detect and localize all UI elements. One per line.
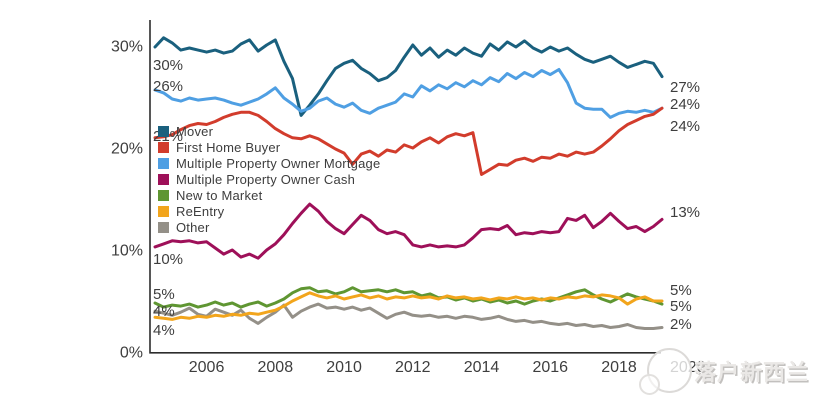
end-value-label: 5% bbox=[670, 298, 692, 315]
series-line-new-to-market bbox=[153, 286, 664, 309]
y-tick-label: 20% bbox=[111, 141, 143, 158]
legend-item-first-home-buyer: First Home Buyer bbox=[158, 139, 380, 155]
legend-item-other: Other bbox=[158, 219, 380, 235]
watermark-logo-small-circle-icon bbox=[639, 374, 660, 395]
watermark-text: 落户新西兰 bbox=[694, 360, 810, 385]
legend: Mover First Home Buyer Multiple Property… bbox=[158, 123, 380, 235]
series-lines bbox=[153, 36, 664, 330]
legend-label-other: Other bbox=[176, 219, 210, 235]
end-value-label: 27% bbox=[670, 79, 700, 96]
legend-swatch-mover bbox=[158, 125, 169, 137]
x-axis-tick-labels: 20062008201020122014201620182020 bbox=[189, 359, 706, 376]
start-value-label: 4% bbox=[153, 303, 175, 320]
legend-swatch-other bbox=[158, 221, 169, 233]
series-line-mover bbox=[153, 36, 664, 117]
x-tick-label: 2016 bbox=[532, 359, 568, 376]
start-value-label: 26% bbox=[153, 78, 183, 95]
legend-label-first-home-buyer: First Home Buyer bbox=[176, 139, 281, 155]
watermark: 落户新西兰 bbox=[639, 347, 818, 397]
start-value-label: 4% bbox=[153, 322, 175, 339]
legend-item-reentry: ReEntry bbox=[158, 203, 380, 219]
legend-item-mpo-mortgage: Multiple Property Owner Mortgage bbox=[158, 155, 380, 171]
legend-label-reentry: ReEntry bbox=[176, 203, 225, 219]
series-line-other bbox=[153, 302, 664, 330]
x-tick-label: 2008 bbox=[258, 359, 294, 376]
legend-label-mpo-cash: Multiple Property Owner Cash bbox=[176, 171, 355, 187]
legend-swatch-reentry bbox=[158, 205, 169, 217]
y-tick-label: 10% bbox=[111, 243, 143, 260]
legend-item-mpo-cash: Multiple Property Owner Cash bbox=[158, 171, 380, 187]
legend-swatch-new-to-market bbox=[158, 189, 169, 201]
series-line-reentry bbox=[153, 291, 664, 321]
legend-label-mover: Mover bbox=[176, 123, 214, 139]
series-line-first-home-buyer bbox=[153, 106, 664, 176]
start-value-label: 5% bbox=[153, 286, 175, 303]
axes bbox=[149, 20, 661, 354]
legend-item-new-to-market: New to Market bbox=[158, 187, 380, 203]
series-line-multiple-property-owner-cash bbox=[153, 202, 664, 260]
end-value-label: 24% bbox=[670, 118, 700, 135]
start-value-label: 10% bbox=[153, 251, 183, 268]
end-value-label: 13% bbox=[670, 204, 700, 221]
x-tick-label: 2018 bbox=[601, 359, 637, 376]
end-value-label: 5% bbox=[670, 282, 692, 299]
y-axis-tick-labels: 30% 20% 10% 0% bbox=[111, 39, 143, 362]
legend-swatch-first-home-buyer bbox=[158, 141, 169, 153]
series-line-multiple-property-owner-mortgage bbox=[153, 68, 664, 119]
legend-swatch-mpo-cash bbox=[158, 173, 169, 185]
x-tick-label: 2010 bbox=[326, 359, 362, 376]
y-tick-label: 0% bbox=[120, 345, 143, 362]
start-value-label: 30% bbox=[153, 57, 183, 74]
x-tick-label: 2012 bbox=[395, 359, 431, 376]
y-tick-label: 30% bbox=[111, 39, 143, 56]
x-tick-label: 2014 bbox=[464, 359, 500, 376]
legend-swatch-mpo-mortgage bbox=[158, 157, 169, 169]
legend-label-mpo-mortgage: Multiple Property Owner Mortgage bbox=[176, 155, 381, 171]
x-tick-label: 2006 bbox=[189, 359, 225, 376]
end-value-label: 2% bbox=[670, 316, 692, 333]
legend-item-mover: Mover bbox=[158, 123, 380, 139]
legend-label-new-to-market: New to Market bbox=[176, 187, 263, 203]
end-value-label: 24% bbox=[670, 96, 700, 113]
